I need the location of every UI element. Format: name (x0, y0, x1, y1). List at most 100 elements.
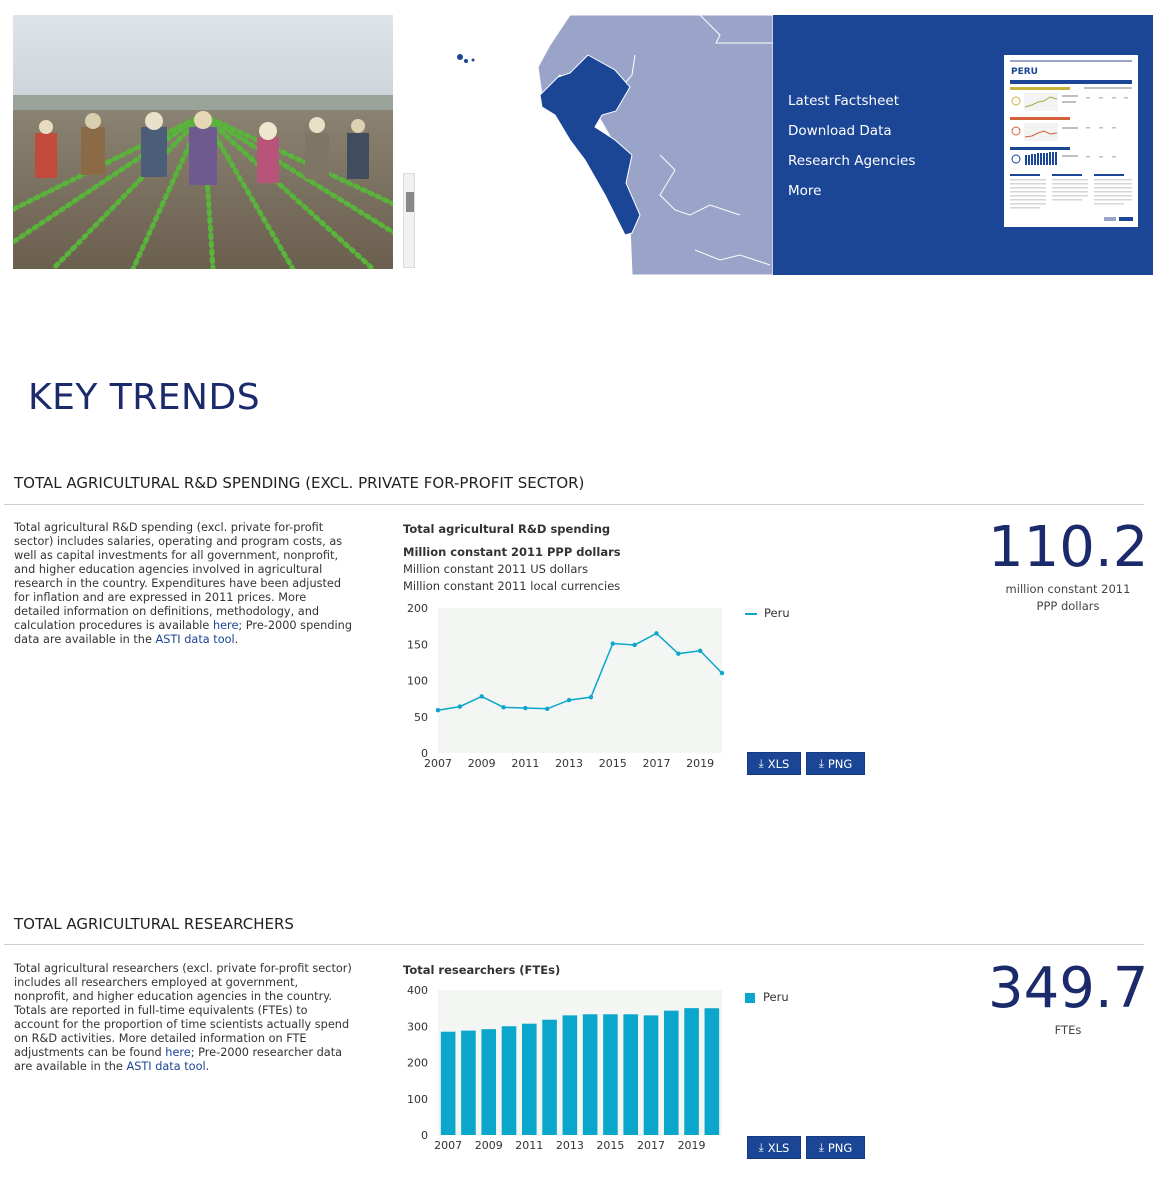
y-tick-label: 100 (407, 1093, 428, 1106)
spending-section-title: TOTAL AGRICULTURAL R&D SPENDING (EXCL. P… (14, 474, 585, 492)
download-icon: ⤓ (818, 756, 824, 770)
legend-box-swatch (745, 992, 755, 1003)
legend-line-swatch (745, 612, 757, 615)
download-data-link[interactable]: Download Data (788, 123, 892, 139)
spending-headline-unit: million constant 2011 PPP dollars (1005, 582, 1131, 613)
country-panel: Latest Factsheet Download Data Research … (773, 15, 1153, 275)
x-tick-label: 2007 (424, 757, 452, 770)
x-tick-label: 2009 (468, 757, 496, 770)
y-tick-label: 300 (407, 1020, 428, 1033)
bar (461, 1030, 476, 1135)
bar (623, 1014, 639, 1135)
spending-xls-button[interactable]: ⤓ XLS (747, 752, 801, 775)
y-tick-label: 400 (407, 984, 428, 997)
country-map[interactable] (420, 15, 773, 275)
researchers-desc-mid: ; Pre-2000 researcher data are available… (14, 1046, 343, 1073)
unit-option-local[interactable]: Million constant 2011 local currencies (403, 579, 621, 593)
spending-description: Total agricultural R&D spending (excl. p… (14, 521, 354, 647)
x-tick-label: 2017 (637, 1139, 665, 1152)
researchers-asti-tool-link[interactable]: ASTI data tool (126, 1060, 206, 1073)
data-point (610, 641, 615, 646)
spending-headline-value: 110.2 (988, 515, 1149, 580)
bar (542, 1019, 557, 1135)
data-point (523, 705, 528, 711)
researchers-chart-title: Total researchers (FTEs) (403, 963, 561, 977)
spending-asti-tool-link[interactable]: ASTI data tool (155, 633, 235, 646)
data-point (588, 694, 594, 700)
researchers-png-button[interactable]: ⤓ PNG (806, 1136, 865, 1159)
latest-factsheet-link[interactable]: Latest Factsheet (788, 93, 900, 109)
researchers-bar-chart: 0 100 200 300 400 2007 2009 2011 2013 2015 2017 201… (407, 984, 722, 1152)
researchers-legend-label: Peru (763, 990, 789, 1004)
x-tick-label: 2007 (434, 1139, 462, 1152)
bar (501, 1026, 517, 1135)
researchers-description: Total agricultural researchers (excl. pr… (14, 962, 354, 1074)
spending-desc-text: Total agricultural R&D spending (excl. p… (14, 521, 343, 632)
spending-xls-label: XLS (767, 756, 790, 771)
unit-option-usd[interactable]: Million constant 2011 US dollars (403, 562, 589, 576)
bar (684, 1008, 699, 1135)
plot-area (438, 608, 722, 753)
spending-legend: Peru (745, 606, 790, 620)
data-point (457, 704, 463, 709)
x-tick-label: 2011 (515, 1139, 543, 1152)
y-tick-label: 150 (407, 638, 428, 651)
y-tick-label: 100 (407, 675, 428, 688)
bar (562, 1015, 578, 1135)
download-icon: ⤓ (758, 756, 764, 770)
data-point (697, 648, 703, 653)
bar (704, 1008, 720, 1135)
data-point (654, 631, 659, 636)
data-point (479, 694, 484, 699)
data-point (435, 708, 441, 713)
researchers-desc-text: Total agricultural researchers (excl. pr… (14, 962, 352, 1059)
x-tick-label: 2011 (511, 757, 539, 770)
x-tick-label: 2015 (599, 757, 627, 770)
more-link[interactable]: More (788, 183, 822, 199)
farm-workers-image (13, 15, 393, 269)
factsheet-preview-image: PERU (1004, 55, 1138, 227)
photo-scrollbar[interactable] (403, 173, 415, 268)
researchers-headline-unit: FTEs (1054, 1023, 1082, 1037)
spending-desc-end: . (234, 633, 239, 646)
x-tick-label: 2009 (475, 1139, 503, 1152)
spending-here-link[interactable]: here (212, 619, 239, 632)
x-tick-label: 2019 (686, 757, 714, 770)
data-point (719, 670, 725, 676)
bar (521, 1023, 537, 1135)
y-tick-label: 200 (407, 1057, 428, 1070)
y-tick-label: 50 (414, 711, 428, 724)
x-tick-label: 2015 (596, 1139, 624, 1152)
researchers-headline-value: 349.7 (988, 956, 1149, 1021)
x-tick-label: 2017 (642, 757, 670, 770)
factsheet-thumbnail[interactable]: PERU (1004, 55, 1138, 227)
data-point (545, 706, 550, 711)
factsheet-country: PERU (1011, 67, 1038, 77)
spending-legend-label: Peru (764, 606, 790, 620)
download-icon: ⤓ (818, 1140, 824, 1154)
bar (663, 1010, 679, 1135)
spending-line-chart: 0 50 100 150 200 2007 2009 2011 2013 2015 2017 2019 (407, 602, 725, 770)
data-point (566, 697, 572, 703)
researchers-here-link[interactable]: here (165, 1046, 191, 1059)
unit-option-ppp[interactable]: Million constant 2011 PPP dollars (403, 545, 621, 559)
bar (582, 1014, 598, 1135)
spending-desc-mid: ; Pre-2000 spending data are available i… (14, 619, 352, 646)
researchers-legend: Peru (745, 990, 789, 1004)
spending-divider (4, 504, 1144, 505)
spending-png-label: PNG (827, 756, 853, 771)
spending-chart-title: Total agricultural R&D spending (403, 522, 611, 536)
x-tick-label: 2019 (678, 1139, 706, 1152)
download-icon: ⤓ (758, 1140, 764, 1154)
data-point (501, 705, 506, 710)
data-point (632, 642, 637, 648)
researchers-xls-label: XLS (767, 1140, 790, 1155)
x-tick-label: 2013 (556, 1139, 584, 1152)
researchers-xls-button[interactable]: ⤓ XLS (747, 1136, 801, 1159)
research-agencies-link[interactable]: Research Agencies (788, 153, 916, 169)
scrollbar-thumb[interactable] (406, 192, 414, 212)
spending-png-button[interactable]: ⤓ PNG (806, 752, 865, 775)
series-line-peru (437, 632, 723, 711)
y-tick-label: 0 (421, 747, 428, 760)
researchers-desc-end: . (205, 1060, 210, 1073)
